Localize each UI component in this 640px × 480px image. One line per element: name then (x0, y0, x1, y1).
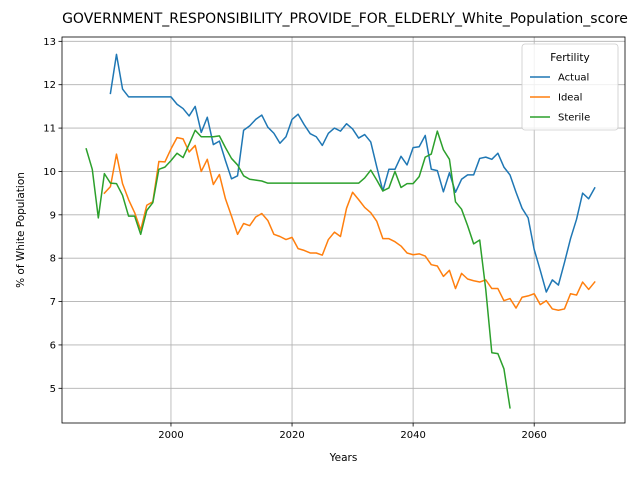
x-tick-label: 2040 (400, 430, 425, 441)
y-tick-label: 9 (50, 210, 56, 221)
y-axis-label: % of White Population (15, 172, 27, 288)
legend-title: Fertility (550, 52, 589, 64)
legend-items: Actual Ideal Sterile (530, 73, 590, 124)
legend-box (521, 43, 619, 131)
y-tick-label: 6 (50, 340, 56, 351)
y-tick-label: 12 (43, 80, 56, 91)
x-tick-label: 2020 (279, 430, 304, 441)
y-tick-label: 8 (50, 254, 56, 265)
legend-label-sterile: Sterile (558, 113, 590, 124)
x-axis-label: Years (329, 452, 358, 464)
y-tick-label: 13 (43, 37, 56, 48)
chart-title: GOVERNMENT_RESPONSIBILITY_PROVIDE_FOR_EL… (62, 11, 628, 27)
series-line-sterile (85, 129, 511, 409)
y-tick-label: 11 (43, 124, 56, 135)
series-layer (85, 53, 596, 409)
y-tick-label: 7 (50, 297, 56, 308)
axes: 2000 2020 2040 2060 5 6 7 8 9 10 11 12 13 (43, 37, 547, 441)
x-tick-label: 2060 (521, 430, 546, 441)
y-tick-label: 10 (43, 167, 56, 178)
series-line-ideal (103, 136, 596, 311)
series-line-actual (109, 53, 596, 293)
legend-label-ideal: Ideal (558, 93, 582, 104)
plot-frame (61, 36, 626, 424)
legend: Fertility Actual Ideal Sterile (521, 43, 619, 131)
y-tick-label: 5 (50, 384, 56, 395)
legend-label-actual: Actual (558, 73, 589, 84)
x-tick-label: 2000 (158, 430, 183, 441)
